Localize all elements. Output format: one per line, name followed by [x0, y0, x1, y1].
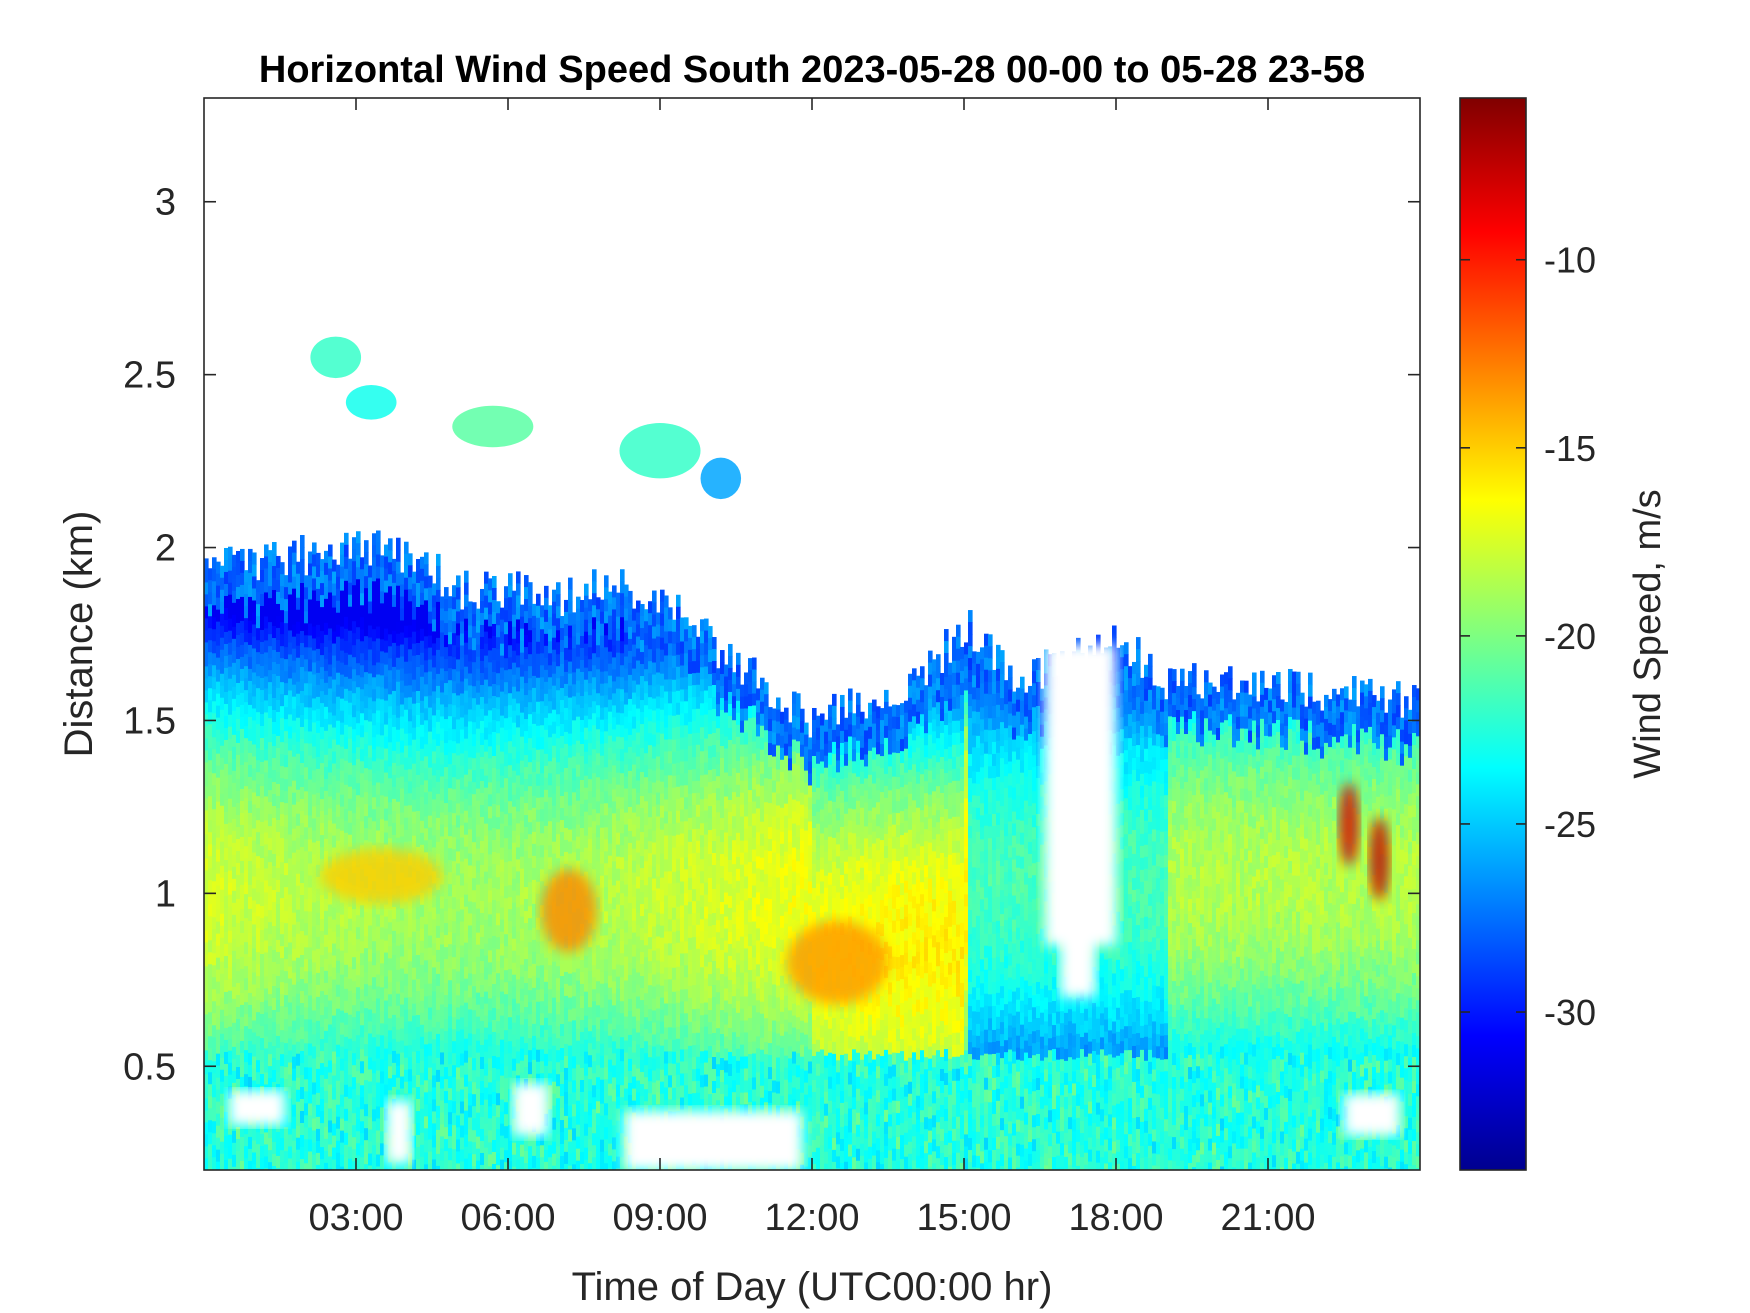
wind-maxima	[320, 782, 1390, 1005]
x-tick-label: 12:00	[764, 1197, 859, 1239]
elevated-layer	[310, 336, 742, 500]
y-tick-label: 0.5	[123, 1046, 176, 1088]
x-tick-label: 18:00	[1068, 1197, 1163, 1239]
x-tick-label: 21:00	[1220, 1197, 1315, 1239]
x-axis-label: Time of Day (UTC00:00 hr)	[572, 1265, 1053, 1309]
y-tick-label: 3	[155, 182, 176, 224]
y-axis-label: Distance (km)	[57, 511, 101, 758]
colorbar-tick-label: -20	[1544, 616, 1596, 657]
colorbar-tick-label: -10	[1544, 240, 1596, 281]
x-tick-label: 06:00	[460, 1197, 555, 1239]
y-axis: 0.5 1 1.5 2 2.5 3	[123, 182, 1420, 1088]
colorbar	[1459, 97, 1527, 1171]
x-tick-label: 09:00	[612, 1197, 707, 1239]
x-tick-label: 15:00	[916, 1197, 1011, 1239]
y-tick-label: 2	[155, 528, 176, 570]
data-gaps	[229, 644, 1400, 1170]
colorbar-tick-label: -25	[1544, 804, 1596, 845]
colorbar-tick-label: -15	[1544, 428, 1596, 469]
colorbar-ticks: -30 -25 -20 -15 -10	[1460, 240, 1596, 1033]
y-tick-label: 2.5	[123, 355, 176, 397]
chart-title: Horizontal Wind Speed South 2023-05-28 0…	[259, 49, 1365, 91]
y-tick-label: 1	[155, 873, 176, 915]
x-tick-label: 03:00	[308, 1197, 403, 1239]
colorbar-tick-label: -30	[1544, 992, 1596, 1033]
colorbar-label: Wind Speed, m/s	[1627, 489, 1669, 778]
x-axis: 03:00 06:00 09:00 12:00 15:00 18:00 21:00	[308, 98, 1316, 1239]
heatmap-layer	[204, 336, 1420, 1170]
y-tick-label: 1.5	[123, 700, 176, 742]
